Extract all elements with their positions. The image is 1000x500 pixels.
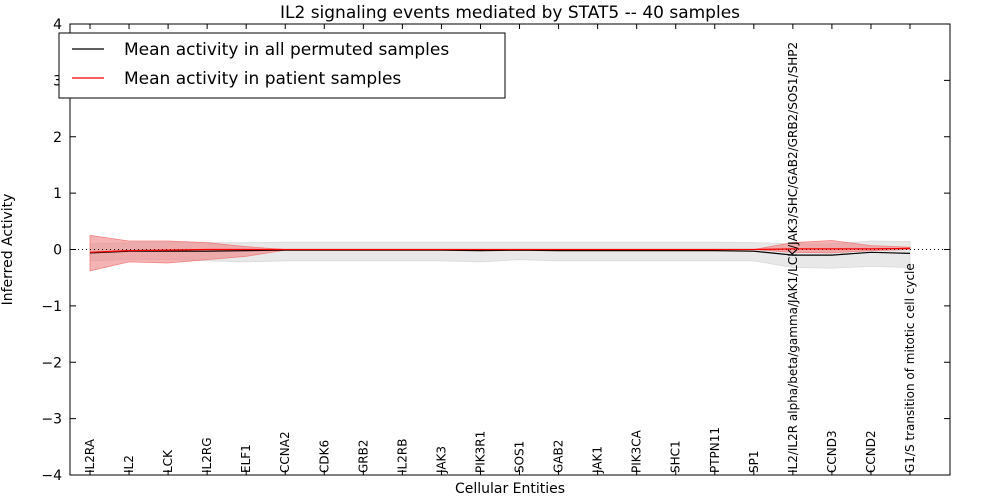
x-category-label: IL2RA	[83, 438, 97, 473]
x-category-label: LCK	[161, 449, 175, 473]
series-lines	[70, 247, 950, 256]
x-category-label: CCND3	[825, 430, 839, 473]
legend-label-patient: Mean activity in patient samples	[124, 69, 401, 89]
x-category-label: IL2	[122, 455, 136, 473]
x-axis-categories: IL2RA IL2 LCK IL2RG ELF1 CCNA2 CDK6 GRB2 IL2RB JA…	[83, 24, 917, 475]
y-axis-label: Inferred Activity	[0, 194, 16, 306]
x-category-label: IL2RG	[200, 438, 214, 474]
legend-box	[58, 32, 506, 99]
x-category-label: IL2/IL2R alpha/beta/gamma/JAK1/LCK/JAK3/…	[786, 42, 800, 473]
band-permuted	[89, 240, 911, 269]
y-tick-label: 1	[53, 186, 62, 202]
y-tick-label: −2	[41, 355, 62, 371]
x-category-label: PTPN11	[708, 427, 722, 473]
x-category-label: PIK3R1	[473, 431, 487, 473]
y-axis-ticks: 4 3 2 1 0 −1 −2 −3 −4	[41, 17, 950, 484]
y-tick-label: −1	[41, 299, 62, 315]
x-axis-label: Cellular Entities	[455, 481, 565, 497]
series-line-permuted	[89, 249, 911, 256]
x-category-label: PIK3CA	[630, 429, 644, 473]
y-tick-label: 0	[53, 243, 62, 259]
y-tick-label: −4	[41, 468, 62, 484]
legend-label-permuted: Mean activity in all permuted samples	[124, 40, 449, 60]
series-line-patient	[89, 247, 911, 253]
x-category-label: JAK1	[591, 446, 605, 474]
x-category-label: G1/S transition of mitotic cell cycle	[903, 263, 917, 473]
x-category-label: SP1	[747, 451, 761, 474]
x-category-label: ELF1	[239, 444, 253, 473]
y-tick-label: 3	[53, 73, 62, 89]
x-category-label: GAB2	[552, 440, 566, 473]
x-category-label: IL2RB	[395, 439, 409, 473]
legend: Mean activity in all permuted samples Me…	[58, 32, 506, 99]
x-category-label: CCND2	[864, 430, 878, 473]
x-category-label: SOS1	[513, 441, 527, 473]
x-category-label: CDK6	[317, 440, 331, 473]
y-tick-label: 4	[53, 17, 62, 33]
x-category-label: SHC1	[669, 440, 683, 473]
x-category-label: CCNA2	[278, 431, 292, 473]
x-category-label: JAK3	[434, 446, 448, 474]
y-tick-label: 2	[53, 130, 62, 146]
x-category-label: GRB2	[356, 439, 370, 473]
chart-title: IL2 signaling events mediated by STAT5 -…	[280, 3, 740, 23]
y-tick-label: −3	[41, 412, 62, 428]
